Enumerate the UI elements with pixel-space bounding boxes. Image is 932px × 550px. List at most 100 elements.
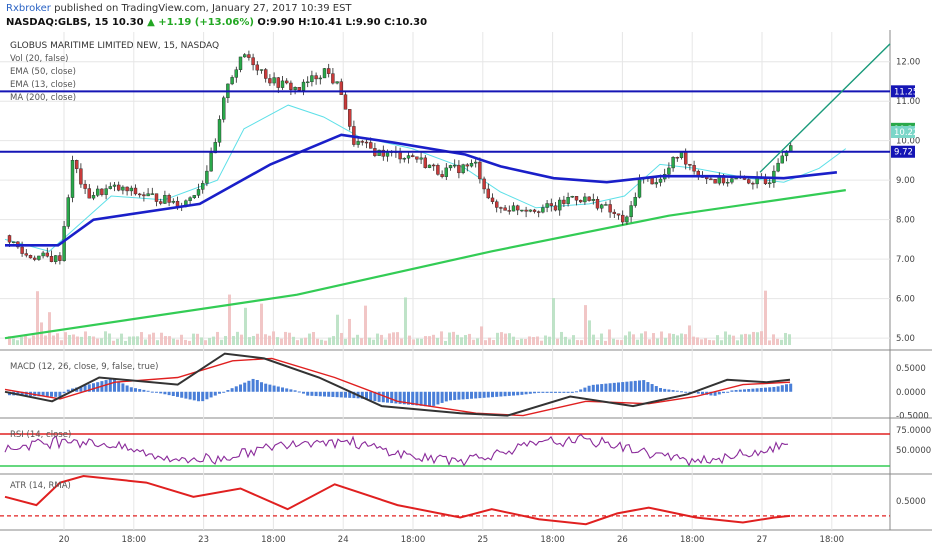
candle-body (289, 82, 293, 90)
macd-histogram-bar (486, 391, 490, 398)
macd-histogram-bar (201, 391, 205, 402)
candle-body (600, 204, 604, 209)
volume-bar (740, 334, 743, 345)
volume-bar (476, 338, 479, 345)
candle-body (121, 186, 125, 191)
rsi-tick-label: 75.0000 (896, 426, 931, 436)
candle-body (20, 246, 24, 254)
volume-bar (212, 336, 215, 345)
candle-body (322, 68, 327, 79)
macd-histogram-bar (352, 391, 356, 399)
legend-ema50: EMA (50, close) (10, 67, 76, 77)
candle-body (558, 199, 562, 211)
candle-body (293, 87, 297, 90)
candle-body (789, 145, 793, 152)
macd-histogram-bar (579, 389, 583, 392)
macd-histogram-bar (772, 386, 776, 392)
macd-histogram-bar (285, 388, 289, 392)
candle-body (768, 182, 772, 185)
volume-bar (144, 339, 147, 345)
macd-histogram-bar (402, 391, 406, 405)
macd-histogram-bar (419, 391, 423, 406)
volume-bar (348, 318, 351, 345)
volume-bar (216, 331, 219, 345)
macd-histogram-bar (276, 386, 280, 392)
volume-bar (772, 334, 775, 345)
candle-body (116, 184, 121, 191)
volume-bar (324, 340, 327, 345)
macd-histogram-bar (520, 391, 524, 395)
volume-bar (196, 333, 199, 345)
volume-bar (328, 337, 331, 345)
macd-histogram-bar (239, 384, 242, 392)
candle-body (54, 255, 58, 262)
macd-histogram-bar (478, 391, 482, 399)
macd-histogram-bar (768, 387, 772, 392)
candle-body (495, 201, 499, 208)
candle-body (520, 209, 524, 212)
volume-bar (12, 338, 15, 345)
candle-body (406, 155, 411, 159)
macd-histogram-bar (638, 380, 641, 392)
candle-body (457, 164, 461, 174)
volume-bar (16, 340, 19, 345)
candle-body (684, 151, 688, 165)
volume-bar (356, 334, 359, 345)
macd-histogram-bar (444, 391, 448, 402)
macd-histogram-bar (58, 391, 62, 397)
macd-histogram-bar (117, 381, 121, 392)
candle-body (583, 196, 587, 203)
volume-bar (788, 334, 791, 345)
volume-bar (256, 333, 259, 345)
candle-body (188, 197, 192, 201)
volume-bar (588, 320, 591, 345)
candle-body (440, 174, 444, 177)
candle-body (230, 77, 234, 85)
macd-histogram-bar (167, 391, 171, 396)
volume-bar (492, 339, 495, 345)
macd-histogram-bar (570, 391, 574, 393)
author-link[interactable]: Rxbroker (6, 3, 51, 14)
volume-bar (452, 331, 455, 345)
macd-histogram-bar (209, 391, 213, 398)
macd-tick-label: 0.0000 (896, 388, 926, 398)
candle-body (621, 214, 625, 223)
candle-body (448, 165, 453, 169)
macd-histogram-bar (663, 388, 667, 392)
rsi-tick-label: 50.0000 (896, 446, 931, 456)
candle-body (381, 149, 385, 157)
macd-histogram-bar (247, 380, 251, 392)
time-tick-label: 23 (198, 535, 209, 545)
macd-histogram-bar (20, 391, 24, 396)
candle-body (158, 201, 163, 204)
ma200-line (4, 189, 846, 340)
volume-bar (100, 338, 103, 345)
volume-bar (400, 338, 403, 345)
macd-histogram-bar (730, 390, 734, 392)
volume-bar (584, 305, 587, 345)
volume-bar (444, 340, 447, 345)
price-tick-label: 9.00 (896, 176, 915, 186)
macd-histogram-bar (612, 382, 616, 392)
macd-histogram-bar (281, 387, 284, 392)
volume-bar (480, 326, 483, 345)
macd-histogram-bar (230, 388, 234, 392)
macd-histogram-bar (780, 385, 784, 392)
volume-bar (692, 336, 695, 345)
candle-body (474, 161, 478, 164)
volume-bar (316, 338, 319, 345)
volume-bar (228, 294, 231, 345)
volume-bar (576, 340, 579, 345)
volume-bar (88, 336, 91, 345)
volume-bar (284, 331, 287, 345)
macd-histogram-bar (373, 391, 377, 402)
volume-bar (276, 337, 279, 345)
volume-bar (604, 340, 607, 345)
volume-bar (416, 338, 419, 345)
macd-histogram-bar (659, 388, 662, 392)
volume-bar (116, 338, 119, 345)
candle-body (537, 211, 541, 213)
macd-histogram-bar (180, 391, 184, 398)
macd-line (4, 352, 791, 417)
